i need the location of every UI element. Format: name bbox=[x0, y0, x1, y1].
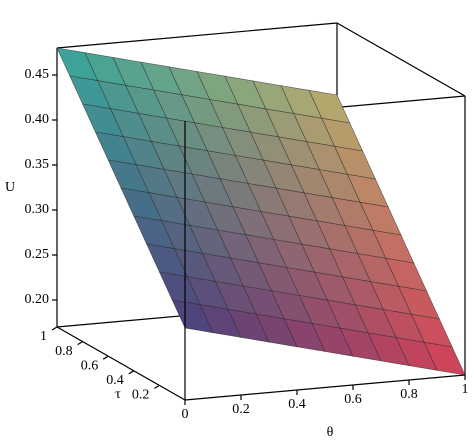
z-tick-label: 0.35 bbox=[25, 157, 50, 172]
x-tick-label: 1 bbox=[462, 382, 469, 397]
surface-patch bbox=[423, 341, 466, 376]
x-tick-label: 0.8 bbox=[400, 387, 418, 402]
y-tick-label: 0.2 bbox=[132, 388, 150, 403]
x-tick-label: 0.2 bbox=[232, 402, 250, 417]
z-tick-label: 0.45 bbox=[25, 67, 50, 82]
y-tick-label: 0.8 bbox=[55, 344, 73, 359]
y-tick bbox=[77, 341, 83, 346]
x-tick-label: 0.6 bbox=[344, 392, 362, 407]
z-tick-label: 0.20 bbox=[25, 292, 50, 307]
box-edge bbox=[184, 374, 466, 401]
z-tick-label: 0.40 bbox=[25, 112, 50, 127]
x-tick-label: 0 bbox=[182, 407, 189, 422]
y-tick-label: 1 bbox=[40, 329, 47, 344]
y-tick bbox=[154, 384, 160, 389]
box-edge bbox=[56, 22, 338, 49]
x-axis-label: θ bbox=[327, 425, 334, 440]
x-tick-label: 0.4 bbox=[288, 397, 306, 412]
y-axis-label: τ bbox=[115, 387, 121, 402]
y-tick-label: 0.6 bbox=[81, 358, 99, 373]
z-tick-label: 0.30 bbox=[25, 202, 50, 217]
z-tick-label: 0.25 bbox=[25, 247, 50, 262]
z-axis-label: U bbox=[5, 180, 15, 195]
y-tick bbox=[51, 326, 58, 331]
y-tick bbox=[128, 370, 135, 375]
y-tick-label: 0.4 bbox=[106, 373, 124, 388]
box-edge bbox=[56, 326, 186, 401]
box-edge bbox=[336, 22, 466, 97]
y-tick bbox=[102, 355, 109, 360]
